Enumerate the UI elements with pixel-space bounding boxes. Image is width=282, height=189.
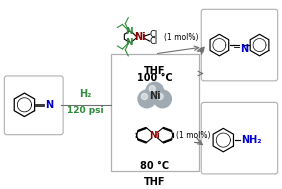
Text: 120 psi: 120 psi (67, 106, 103, 115)
Text: N: N (240, 44, 248, 54)
Text: NH₂: NH₂ (241, 135, 261, 145)
Text: THF: THF (144, 66, 166, 76)
Text: H₂: H₂ (79, 89, 91, 99)
FancyBboxPatch shape (201, 102, 278, 174)
Circle shape (149, 86, 155, 92)
Text: Ni: Ni (134, 32, 146, 42)
Text: 100 °C: 100 °C (137, 74, 173, 84)
Text: (1 mol%): (1 mol%) (164, 33, 198, 42)
Text: N: N (45, 100, 53, 110)
Text: N: N (125, 38, 133, 47)
FancyBboxPatch shape (201, 9, 278, 81)
Circle shape (157, 93, 163, 100)
Text: Cl: Cl (150, 30, 158, 39)
Text: (1 mol%): (1 mol%) (176, 131, 211, 140)
Circle shape (146, 82, 164, 100)
FancyBboxPatch shape (111, 54, 199, 171)
Text: Ni: Ni (149, 131, 160, 140)
Circle shape (141, 93, 147, 100)
Text: 80 °C: 80 °C (140, 161, 169, 171)
FancyBboxPatch shape (4, 76, 63, 135)
Circle shape (154, 90, 171, 108)
Circle shape (138, 90, 156, 108)
Text: N: N (125, 27, 133, 36)
Text: Cl: Cl (150, 37, 158, 46)
Text: Ni: Ni (149, 91, 160, 101)
Text: THF: THF (144, 177, 166, 187)
